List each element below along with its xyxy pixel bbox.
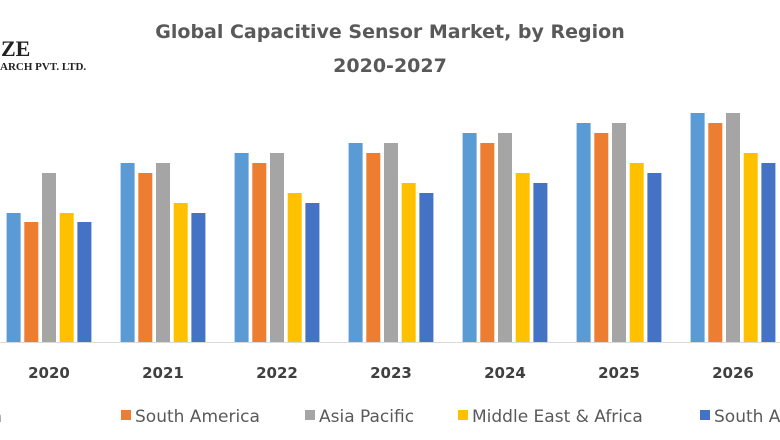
x-tick-labels: 2020 2021 2022 2023 2024 2025 2026 bbox=[28, 364, 754, 382]
bar-2025-north-america bbox=[576, 123, 591, 342]
bar-2025-south-america bbox=[594, 133, 609, 342]
x-tick-label: 2021 bbox=[142, 364, 184, 382]
legend-label: Asia Pacific bbox=[319, 407, 414, 427]
bar-2022-asia-pacific bbox=[270, 153, 284, 342]
bar-2020-south-america bbox=[24, 222, 39, 342]
bar-2025-south-a bbox=[647, 173, 662, 342]
bar-2026-north-america bbox=[690, 113, 705, 342]
bar-2020-middle-east-africa bbox=[59, 213, 74, 342]
bar-2023-middle-east-africa bbox=[401, 183, 416, 342]
bar-2024-middle-east-africa bbox=[515, 173, 530, 342]
bar-2026-south-america bbox=[708, 123, 723, 342]
bar-2022-middle-east-africa bbox=[287, 193, 302, 342]
legend-swatch bbox=[305, 410, 315, 420]
bar-2025-middle-east-africa bbox=[629, 163, 644, 342]
x-tick-label: 2023 bbox=[370, 364, 412, 382]
bar-2021-south-a bbox=[191, 213, 206, 342]
bar-2023-south-america bbox=[366, 153, 381, 342]
legend: North America South America Asia Pacific Mi… bbox=[0, 407, 780, 427]
legend-label: South America bbox=[135, 407, 260, 427]
chart-subtitle: 2020-2027 bbox=[333, 55, 447, 77]
bar-2024-asia-pacific bbox=[498, 133, 512, 342]
bar-2020-asia-pacific bbox=[42, 173, 56, 342]
bar-2021-south-america bbox=[138, 173, 153, 342]
bar-2026-middle-east-africa bbox=[743, 153, 758, 342]
bar-2026-asia-pacific bbox=[726, 113, 740, 342]
bar-2024-south-a bbox=[533, 183, 548, 342]
bar-2026-south-a bbox=[761, 163, 776, 342]
x-tick-label: 2024 bbox=[484, 364, 526, 382]
x-tick-label: 2026 bbox=[712, 364, 754, 382]
bar-2024-south-america bbox=[480, 143, 495, 342]
legend-label: Middle East & Africa bbox=[472, 407, 643, 427]
legend-label: South A bbox=[714, 407, 780, 427]
bar-2020-south-a bbox=[77, 222, 92, 342]
bar-2021-asia-pacific bbox=[156, 163, 170, 342]
legend-label: North America bbox=[0, 407, 2, 427]
x-tick-label: 2020 bbox=[28, 364, 70, 382]
bar-2023-north-america bbox=[348, 143, 363, 342]
bar-2021-middle-east-africa bbox=[173, 203, 188, 342]
bar-2023-asia-pacific bbox=[384, 143, 398, 342]
x-tick-label: 2025 bbox=[598, 364, 640, 382]
bar-2022-south-america bbox=[252, 163, 267, 342]
chart-title: Global Capacitive Sensor Market, by Regi… bbox=[155, 21, 624, 43]
legend-swatch bbox=[121, 410, 131, 420]
bar-2020-north-america bbox=[6, 213, 21, 342]
bar-2021-north-america bbox=[120, 163, 135, 342]
x-tick-label: 2022 bbox=[256, 364, 298, 382]
bar-2022-north-america bbox=[234, 153, 249, 342]
logo: ZE ARCH PVT. LTD. bbox=[0, 36, 86, 73]
bars bbox=[6, 113, 776, 342]
legend-swatch bbox=[458, 410, 468, 420]
logo-text-line1: ZE bbox=[1, 36, 30, 61]
bar-2024-north-america bbox=[462, 133, 477, 342]
bar-2025-asia-pacific bbox=[612, 123, 626, 342]
logo-text-line2: ARCH PVT. LTD. bbox=[0, 61, 86, 73]
legend-swatch bbox=[700, 410, 710, 420]
bar-2023-south-a bbox=[419, 193, 434, 342]
bar-2022-south-a bbox=[305, 203, 320, 342]
